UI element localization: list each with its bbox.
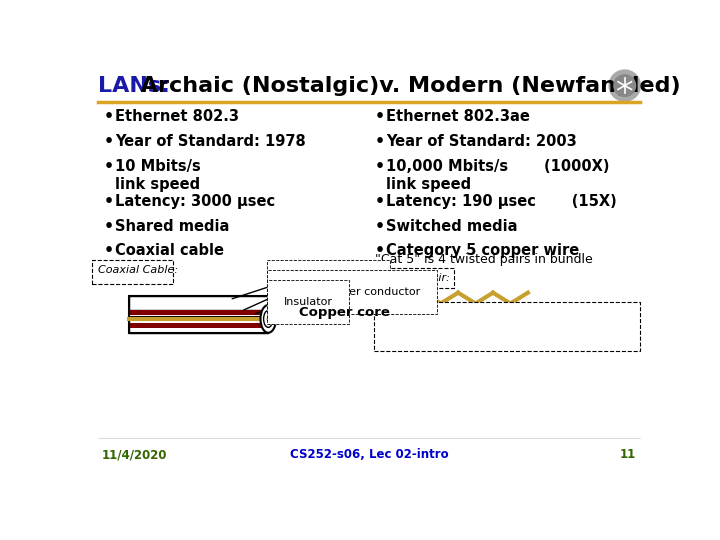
Text: 10,000 Mbits/s       (1000X)
link speed: 10,000 Mbits/s (1000X) link speed (386, 159, 610, 192)
Text: •: • (104, 194, 114, 209)
Text: CS252-s06, Lec 02-intro: CS252-s06, Lec 02-intro (289, 448, 449, 461)
Text: Switched media: Switched media (386, 219, 518, 234)
Text: 11: 11 (620, 448, 636, 461)
Text: •: • (375, 244, 385, 259)
Bar (129, 319, 269, 333)
Text: Latency: 3000 μsec: Latency: 3000 μsec (114, 194, 275, 209)
Bar (129, 296, 269, 309)
Text: Copper, 1mm thick,
twisted to avoid antenna effect: Copper, 1mm thick, twisted to avoid ante… (382, 307, 600, 341)
Text: LANs:: LANs: (98, 76, 170, 96)
Text: Latency: 190 μsec       (15X): Latency: 190 μsec (15X) (386, 194, 617, 209)
Text: •: • (375, 219, 385, 234)
Text: •: • (104, 159, 114, 174)
Text: Coaxial Cable:: Coaxial Cable: (98, 265, 178, 275)
Text: Insulator: Insulator (284, 297, 333, 307)
Bar (129, 315, 269, 318)
Text: 10 Mbits/s
link speed: 10 Mbits/s link speed (114, 159, 201, 192)
Text: •: • (104, 219, 114, 234)
Bar (129, 319, 269, 333)
Text: •: • (104, 134, 114, 149)
Text: Shared media: Shared media (114, 219, 229, 234)
Text: Braided outer conductor: Braided outer conductor (284, 287, 420, 297)
Ellipse shape (261, 305, 276, 333)
Circle shape (614, 75, 636, 96)
Text: Copper core: Copper core (300, 306, 390, 319)
Text: Plastic Covering: Plastic Covering (284, 277, 374, 287)
Text: "Cat 5" is 4 twisted pairs in bundle: "Cat 5" is 4 twisted pairs in bundle (375, 253, 593, 266)
Text: Year of Standard: 2003: Year of Standard: 2003 (386, 134, 577, 149)
FancyBboxPatch shape (92, 260, 173, 284)
Bar (129, 296, 269, 318)
Bar (129, 309, 269, 315)
Text: •: • (375, 159, 385, 174)
Bar (129, 323, 269, 328)
Ellipse shape (267, 317, 269, 321)
Circle shape (609, 70, 640, 101)
Text: •: • (104, 110, 114, 124)
Text: Ethernet 802.3: Ethernet 802.3 (114, 110, 239, 124)
Text: 11/4/2020: 11/4/2020 (102, 448, 167, 461)
Text: Category 5 copper wire: Category 5 copper wire (386, 244, 580, 259)
Text: Archaic (Nostalgic)v. Modern (Newfangled): Archaic (Nostalgic)v. Modern (Newfangled… (133, 76, 681, 96)
Text: Coaxial cable: Coaxial cable (114, 244, 224, 259)
Text: •: • (104, 244, 114, 259)
Text: Ethernet 802.3ae: Ethernet 802.3ae (386, 110, 530, 124)
Ellipse shape (264, 310, 273, 327)
FancyBboxPatch shape (374, 302, 640, 351)
FancyBboxPatch shape (374, 268, 454, 288)
Text: Twisted Pair:: Twisted Pair: (379, 273, 450, 283)
Text: •: • (375, 110, 385, 124)
Text: Year of Standard: 1978: Year of Standard: 1978 (114, 134, 305, 149)
Text: •: • (375, 194, 385, 209)
Text: •: • (375, 134, 385, 149)
